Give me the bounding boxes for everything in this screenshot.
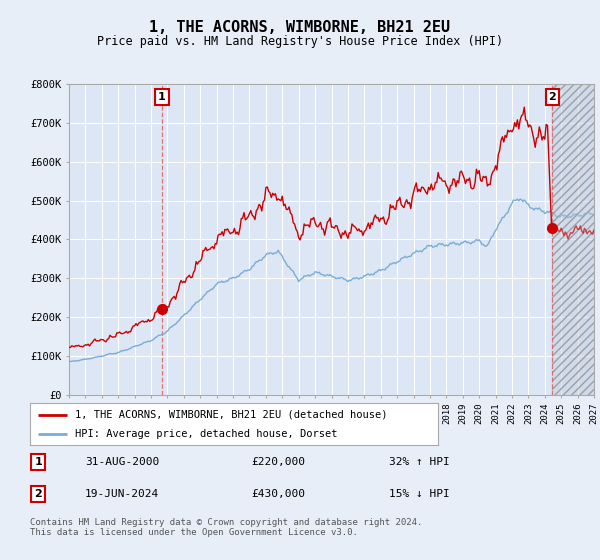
Text: Contains HM Land Registry data © Crown copyright and database right 2024.
This d: Contains HM Land Registry data © Crown c… xyxy=(30,518,422,538)
Text: £220,000: £220,000 xyxy=(251,457,305,467)
Text: HPI: Average price, detached house, Dorset: HPI: Average price, detached house, Dors… xyxy=(75,429,337,439)
Text: 31-AUG-2000: 31-AUG-2000 xyxy=(85,457,160,467)
Text: £430,000: £430,000 xyxy=(251,489,305,500)
Bar xyxy=(552,84,594,395)
Text: 1, THE ACORNS, WIMBORNE, BH21 2EU: 1, THE ACORNS, WIMBORNE, BH21 2EU xyxy=(149,20,451,35)
Text: 15% ↓ HPI: 15% ↓ HPI xyxy=(389,489,449,500)
Text: Price paid vs. HM Land Registry's House Price Index (HPI): Price paid vs. HM Land Registry's House … xyxy=(97,35,503,48)
Text: 1, THE ACORNS, WIMBORNE, BH21 2EU (detached house): 1, THE ACORNS, WIMBORNE, BH21 2EU (detac… xyxy=(75,409,388,419)
Bar xyxy=(552,84,594,395)
Text: 2: 2 xyxy=(34,489,42,500)
Text: 19-JUN-2024: 19-JUN-2024 xyxy=(85,489,160,500)
Text: 1: 1 xyxy=(34,457,42,467)
Text: 1: 1 xyxy=(158,92,166,102)
Text: 32% ↑ HPI: 32% ↑ HPI xyxy=(389,457,449,467)
Text: 2: 2 xyxy=(548,92,556,102)
